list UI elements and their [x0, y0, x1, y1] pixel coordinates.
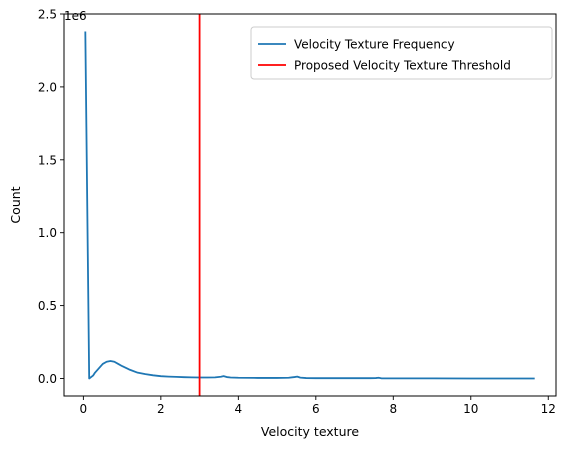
y-axis-ticks: 0.0 0.5 1.0 1.5 2.0 2.5: [38, 8, 64, 386]
plot-frame: [63, 13, 557, 397]
y-tick-label: 2.0: [38, 80, 57, 94]
x-axis-ticks: 0 2 4 6 8 10 12: [80, 396, 556, 416]
legend-label-threshold: Proposed Velocity Texture Threshold: [294, 59, 511, 73]
x-tick-label: 4: [235, 402, 243, 416]
y-tick-label: 1.0: [38, 226, 57, 240]
x-tick-label: 8: [389, 402, 397, 416]
y-tick-label: 0.0: [38, 372, 57, 386]
x-tick-label: 2: [157, 402, 165, 416]
y-axis-label: Count: [8, 186, 23, 223]
legend-box: [250, 26, 553, 80]
legend: Velocity Texture Frequency Proposed Velo…: [250, 26, 553, 80]
y-tick-label: 0.5: [38, 299, 57, 313]
legend-label-series: Velocity Texture Frequency: [294, 38, 455, 52]
x-tick-label: 6: [312, 402, 320, 416]
y-tick-label: 1.5: [38, 153, 57, 167]
x-tick-label: 0: [80, 402, 88, 416]
y-tick-label: 2.5: [38, 8, 57, 22]
x-axis-label: Velocity texture: [261, 424, 359, 439]
x-tick-label: 12: [541, 402, 556, 416]
plot-layer: [84, 14, 535, 396]
y-scale-label: 1e6: [64, 9, 87, 23]
series-line-0: [84, 31, 535, 380]
x-tick-label: 10: [463, 402, 478, 416]
